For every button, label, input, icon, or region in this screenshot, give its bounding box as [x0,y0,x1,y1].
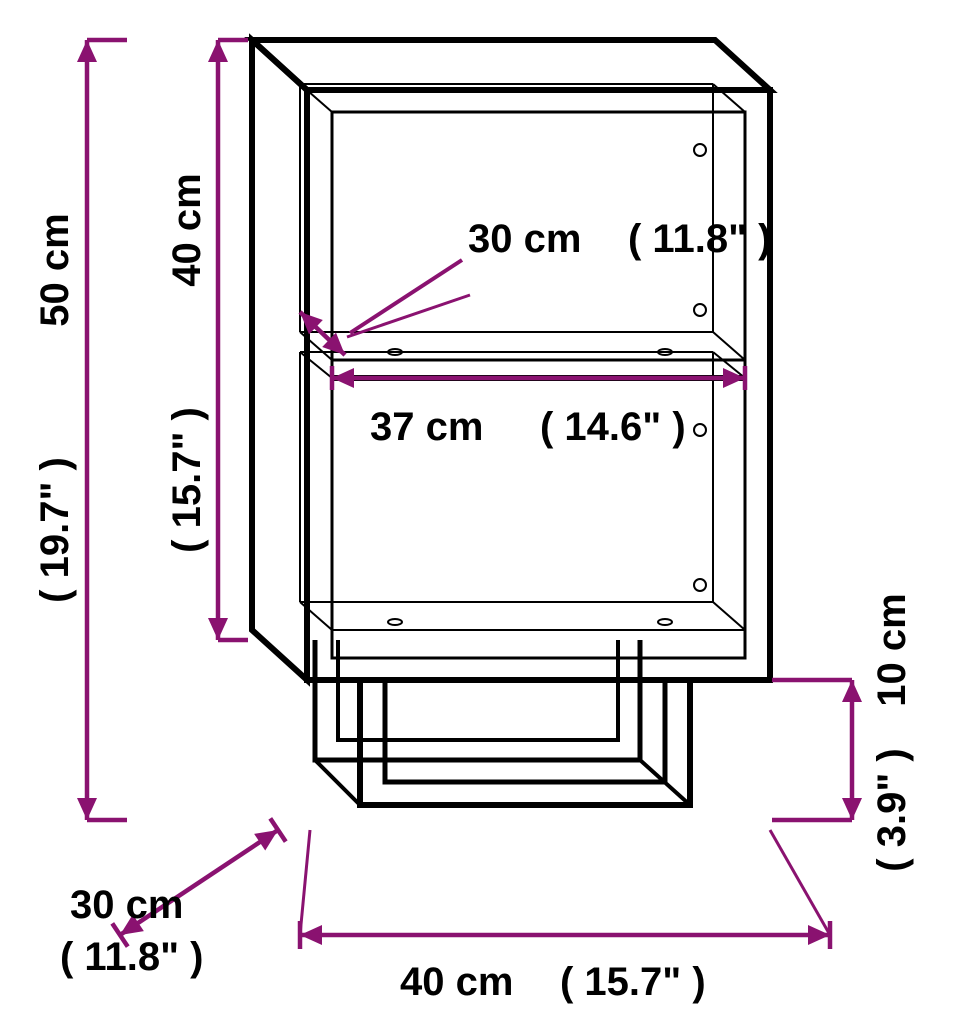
cabinet-top-face [252,40,770,90]
label-leg-height-in: ( 3.9" ) [870,748,914,871]
dim-element-16 [332,368,354,388]
diagram-stage: 50 cm ( 19.7" ) 40 cm ( 15.7" ) 30 cm ( 11.8"… [0,0,958,1020]
label-width-in: ( 15.7" ) [560,960,706,1004]
label-shelf-depth-in: ( 11.8" ) [628,217,771,261]
furniture-drawing [252,40,770,805]
dim-element-7 [208,618,228,640]
dim-element-21 [842,680,862,702]
dim-element-13 [347,295,470,337]
label-body-height-in: ( 15.7" ) [165,407,209,553]
label-depth-cm: 30 cm [70,883,183,927]
label-width-cm: 40 cm [400,960,513,1004]
dim-element-35 [770,830,830,935]
label-depth-in: ( 11.8" ) [60,935,203,979]
label-shelf-depth-cm: 30 cm [468,217,581,261]
dim-element-6 [208,40,228,62]
label-total-height-cm: 50 cm [33,213,77,326]
dim-element-2 [77,798,97,820]
cabinet-left-face [252,40,307,680]
label-inner-width-cm: 37 cm [370,405,483,449]
dim-element-14 [350,260,462,333]
label-body-height-cm: 40 cm [165,173,209,286]
cabinet-inner-frame [332,112,745,658]
dim-element-31 [300,925,322,945]
dim-element-22 [842,798,862,820]
inner-floor-depth-r [713,602,745,630]
legs [315,640,690,805]
label-inner-width-in: ( 14.6" ) [540,405,686,449]
dimension-diagram: 50 cm ( 19.7" ) 40 cm ( 15.7" ) 30 cm ( 11.8"… [0,0,958,1020]
dim-element-27 [254,830,278,851]
dim-element-17 [723,368,745,388]
label-total-height-in: ( 19.7" ) [33,457,77,603]
dim-element-1 [77,40,97,62]
dim-element-36 [300,830,310,935]
label-leg-height-cm: 10 cm [870,593,914,706]
dimension-labels: 50 cm ( 19.7" ) 40 cm ( 15.7" ) 30 cm ( 11.8"… [33,173,914,1004]
